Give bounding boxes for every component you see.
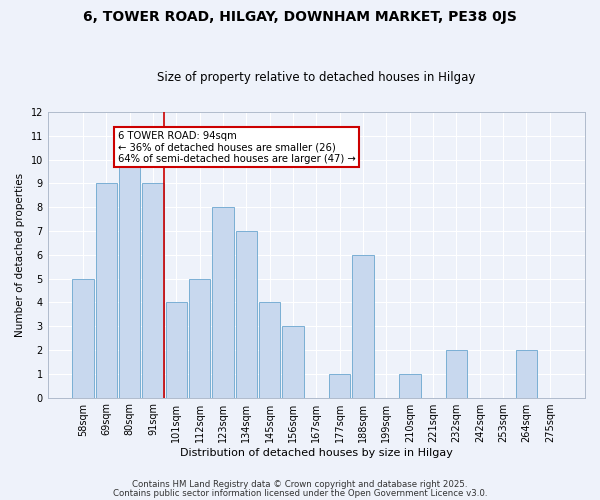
- Bar: [212, 207, 234, 398]
- Bar: [119, 160, 140, 398]
- Title: Size of property relative to detached houses in Hilgay: Size of property relative to detached ho…: [157, 72, 476, 85]
- Text: Contains HM Land Registry data © Crown copyright and database right 2025.: Contains HM Land Registry data © Crown c…: [132, 480, 468, 489]
- Bar: [329, 374, 350, 398]
- Y-axis label: Number of detached properties: Number of detached properties: [15, 173, 25, 337]
- Bar: [166, 302, 187, 398]
- Bar: [283, 326, 304, 398]
- Bar: [446, 350, 467, 398]
- Text: 6, TOWER ROAD, HILGAY, DOWNHAM MARKET, PE38 0JS: 6, TOWER ROAD, HILGAY, DOWNHAM MARKET, P…: [83, 10, 517, 24]
- Bar: [259, 302, 280, 398]
- Bar: [236, 231, 257, 398]
- Bar: [189, 278, 211, 398]
- X-axis label: Distribution of detached houses by size in Hilgay: Distribution of detached houses by size …: [180, 448, 453, 458]
- Bar: [142, 184, 164, 398]
- Bar: [399, 374, 421, 398]
- Bar: [516, 350, 537, 398]
- Text: 6 TOWER ROAD: 94sqm
← 36% of detached houses are smaller (26)
64% of semi-detach: 6 TOWER ROAD: 94sqm ← 36% of detached ho…: [118, 130, 355, 164]
- Text: Contains public sector information licensed under the Open Government Licence v3: Contains public sector information licen…: [113, 488, 487, 498]
- Bar: [95, 184, 117, 398]
- Bar: [352, 255, 374, 398]
- Bar: [72, 278, 94, 398]
